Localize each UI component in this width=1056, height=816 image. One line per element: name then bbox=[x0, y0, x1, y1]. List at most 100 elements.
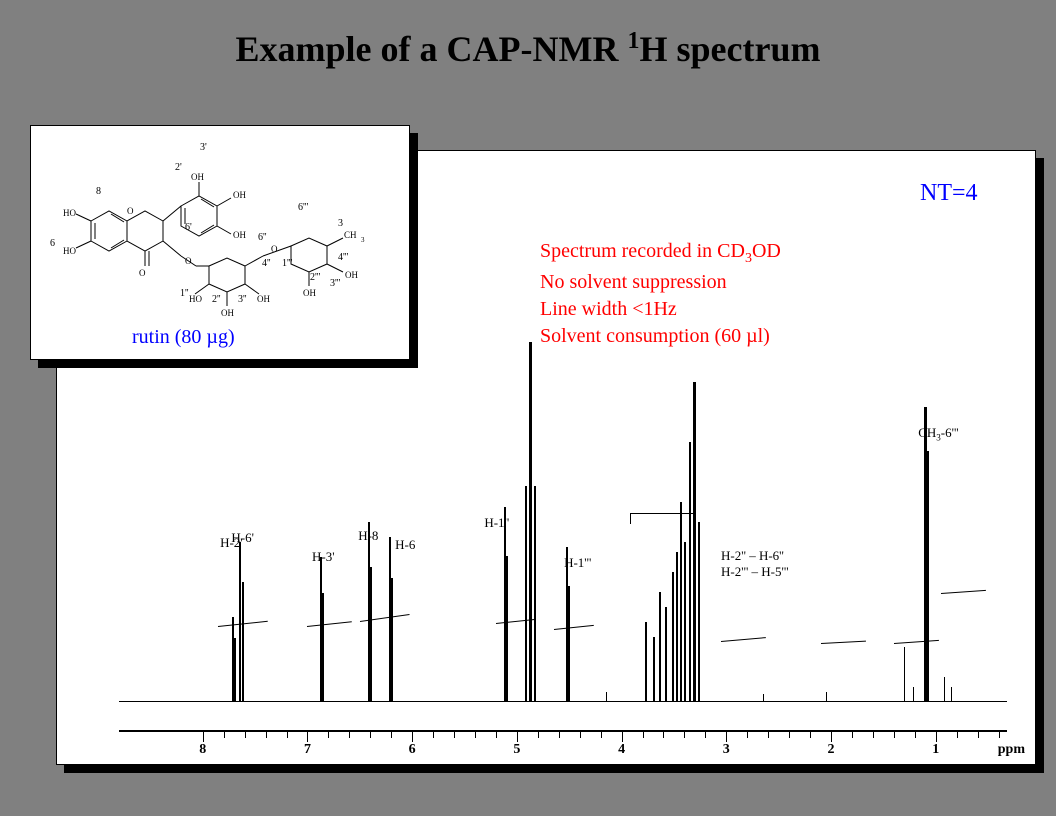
peak-label: H-1'' bbox=[484, 515, 509, 531]
svg-text:HO: HO bbox=[189, 294, 202, 304]
peak bbox=[913, 687, 914, 702]
svg-text:HO: HO bbox=[63, 246, 76, 256]
tick bbox=[412, 732, 413, 742]
peak bbox=[242, 582, 244, 702]
struct-pos-label: 6''' bbox=[298, 202, 308, 213]
svg-text:OH: OH bbox=[233, 230, 246, 240]
peak-label: CH3-6''' bbox=[918, 425, 958, 443]
peak-label: H-8 bbox=[358, 528, 378, 544]
tick-label: 8 bbox=[199, 742, 206, 758]
peak bbox=[606, 692, 607, 702]
peak bbox=[904, 647, 905, 702]
integration-line bbox=[360, 614, 410, 622]
peak bbox=[951, 687, 952, 702]
tick bbox=[203, 732, 204, 742]
tick bbox=[936, 732, 937, 742]
tick-label: 4 bbox=[618, 742, 625, 758]
struct-pos-label: 4'' bbox=[262, 258, 271, 269]
tick bbox=[307, 732, 308, 742]
integration-line bbox=[941, 590, 986, 594]
svg-text:3: 3 bbox=[361, 236, 365, 244]
svg-text:OH: OH bbox=[221, 308, 234, 318]
peak bbox=[391, 578, 393, 702]
note-line: Line width <1Hz bbox=[540, 296, 781, 323]
integration-line bbox=[721, 637, 766, 642]
title-pre: Example of a CAP-NMR bbox=[236, 29, 628, 69]
peak bbox=[534, 486, 536, 702]
peak-label: H-6 bbox=[395, 537, 415, 553]
peak bbox=[525, 486, 527, 702]
svg-text:O: O bbox=[139, 268, 146, 278]
struct-pos-label: 1''' bbox=[282, 258, 292, 269]
struct-pos-label: 8 bbox=[96, 186, 101, 197]
structure-panel: HO HO O OH OH OH HO OH OH CH 3 OH OH O O… bbox=[30, 125, 410, 360]
peak bbox=[234, 638, 236, 702]
peak bbox=[698, 522, 700, 702]
peak bbox=[665, 607, 667, 702]
nt-label: NT=4 bbox=[920, 180, 978, 207]
tick bbox=[726, 732, 727, 742]
notes: Spectrum recorded in CD3ODNo solvent sup… bbox=[540, 238, 781, 350]
structure-caption: rutin (80 µg) bbox=[132, 326, 235, 349]
integration-line bbox=[307, 621, 352, 627]
struct-pos-label: 3'' bbox=[238, 294, 247, 305]
baseline bbox=[119, 701, 1007, 702]
svg-text:OH: OH bbox=[303, 288, 316, 298]
peak bbox=[826, 692, 827, 702]
tick-label: 3 bbox=[723, 742, 730, 758]
tick bbox=[831, 732, 832, 742]
struct-pos-label: 4''' bbox=[338, 252, 348, 263]
peak bbox=[506, 556, 508, 702]
peak bbox=[676, 552, 678, 702]
svg-text:O: O bbox=[185, 256, 192, 266]
page-title: Example of a CAP-NMR 1H spectrum bbox=[0, 28, 1056, 70]
struct-pos-label: 6' bbox=[185, 222, 192, 233]
integration-line bbox=[553, 625, 593, 630]
peak bbox=[568, 586, 570, 702]
peak bbox=[672, 572, 674, 702]
peak bbox=[927, 451, 929, 702]
peak bbox=[684, 542, 686, 702]
svg-text:OH: OH bbox=[257, 294, 270, 304]
struct-pos-label: 3''' bbox=[330, 278, 340, 289]
note-line: Solvent consumption (60 µl) bbox=[540, 323, 781, 350]
peak-label: H-2'' – H-6'' bbox=[721, 548, 784, 564]
svg-text:HO: HO bbox=[63, 208, 76, 218]
tick bbox=[622, 732, 623, 742]
peak bbox=[529, 342, 532, 702]
struct-pos-label: 2' bbox=[175, 162, 182, 173]
struct-pos-label: 6 bbox=[50, 238, 55, 249]
struct-pos-label: 2'' bbox=[212, 294, 221, 305]
tick bbox=[517, 732, 518, 742]
peak bbox=[693, 392, 695, 702]
peak bbox=[645, 622, 647, 702]
svg-text:OH: OH bbox=[233, 190, 246, 200]
peak bbox=[944, 677, 945, 702]
svg-text:O: O bbox=[127, 206, 134, 216]
peak-label: H-3' bbox=[312, 549, 335, 565]
struct-pos-label: 6'' bbox=[258, 232, 267, 243]
svg-text:OH: OH bbox=[191, 172, 204, 182]
svg-text:CH: CH bbox=[344, 230, 357, 240]
peak bbox=[763, 694, 764, 702]
peak bbox=[659, 592, 661, 702]
tick-label: 7 bbox=[304, 742, 311, 758]
struct-pos-label: 2''' bbox=[310, 272, 320, 283]
peak-label: H-6' bbox=[231, 530, 254, 546]
peak bbox=[653, 637, 655, 702]
tick-label: 5 bbox=[513, 742, 520, 758]
peak-label: H-2''' – H-5''' bbox=[721, 564, 789, 580]
struct-pos-label: 3 bbox=[338, 218, 343, 229]
svg-text:O: O bbox=[271, 244, 278, 254]
note-line: No solvent suppression bbox=[540, 269, 781, 296]
peak bbox=[689, 442, 691, 702]
bracket bbox=[630, 513, 695, 514]
peak bbox=[680, 502, 682, 702]
struct-pos-label: 3' bbox=[200, 142, 207, 153]
svg-text:OH: OH bbox=[345, 270, 358, 280]
axis-unit: ppm bbox=[998, 742, 1025, 758]
tick-label: 2 bbox=[828, 742, 835, 758]
integration-line bbox=[894, 640, 939, 644]
title-sup: 1 bbox=[627, 28, 639, 54]
struct-pos-label: 1'' bbox=[180, 288, 189, 299]
